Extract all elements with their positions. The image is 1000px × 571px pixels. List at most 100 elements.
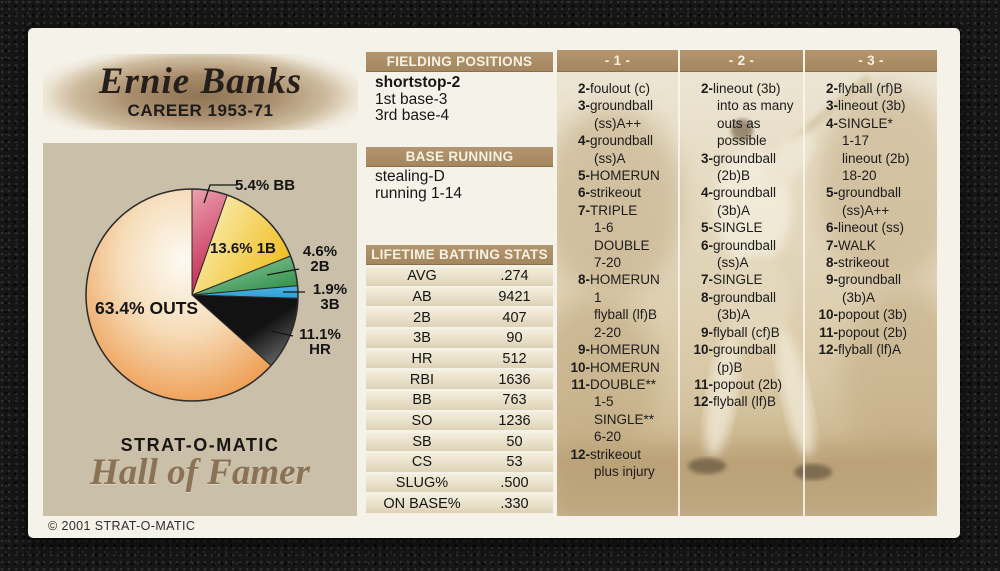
dice-result-line: 1-6	[594, 220, 614, 236]
pie-leader-line	[266, 268, 300, 276]
dice-result-line: 10- popout (3b)	[818, 307, 908, 323]
stat-row: 3B 90	[366, 329, 553, 348]
pie-label-outs: 63.4% OUTS	[95, 298, 199, 318]
dice-result-line: 12- strikeout	[570, 446, 642, 462]
pie-label-3b: 1.9% 3B	[312, 281, 348, 313]
dice-result-line: 3- groundball	[700, 150, 777, 166]
copyright-line: © 2001 STRAT-O-MATIC	[48, 519, 196, 533]
dice-result-line: 1-5	[594, 394, 614, 410]
dice-result-line: flyball (lf)B	[594, 307, 658, 323]
dice-result-line: (ss)A++	[842, 202, 890, 218]
batting-stats-header: LIFETIME BATTING STATS	[366, 245, 553, 265]
player-name: Ernie Banks	[98, 60, 303, 102]
dice-result-line: 11- popout (2b)	[694, 376, 783, 392]
dice-result-line: 3- groundball	[577, 98, 654, 114]
dice-result-line: 4- groundball	[577, 133, 654, 149]
dice-column-2-header: - 2 -	[680, 50, 803, 72]
dice-result-line: 10- groundball	[693, 342, 777, 358]
list-row: stealing-D	[375, 168, 445, 185]
stat-row: CS 53	[366, 453, 553, 472]
stat-row: SB 50	[366, 432, 553, 452]
stat-row: BB 763	[366, 391, 553, 410]
fielding-positions-list: shortstop-2 1st base-3 3rd base-4	[375, 74, 461, 125]
brand-name: STRAT-O-MATIC	[120, 435, 280, 455]
dice-result-line: 11- popout (2b)	[819, 324, 908, 340]
dice-result-line: 5- HOMERUN	[577, 168, 660, 184]
pie-leader-line	[203, 184, 237, 204]
dice-result-line: 2- foulout (c)	[577, 81, 651, 96]
dice-result-line: (3b)A	[717, 307, 751, 323]
dice-result-line: 8- HOMERUN	[577, 272, 660, 288]
dice-column-2-body: 2- lineout (3b) into as many outs as possibl…	[684, 80, 803, 411]
dice-result-line: 2-20	[594, 324, 622, 340]
stat-row: RBI 1636	[366, 370, 553, 390]
dice-result-line: 6-20	[594, 429, 622, 445]
dice-result-line: 4- SINGLE*	[825, 115, 893, 131]
dice-column-3: - 3 - 2- flyball (rf)B 3- lineout (3b) 4- SIN…	[805, 50, 937, 516]
dice-result-line: 6- lineout (ss)	[825, 220, 905, 236]
strat-o-matic-player-card: Ernie Banks CAREER 1953-71 5.4% BB 13.6%…	[28, 28, 960, 538]
base-running-header: BASE RUNNING	[366, 147, 553, 167]
hall-of-famer-script: Hall of Famer	[90, 452, 310, 493]
stat-row: ON BASE% .330	[366, 494, 553, 514]
dice-result-line: 18-20	[842, 168, 877, 184]
fielding-positions-header: FIELDING POSITIONS	[366, 52, 553, 72]
dice-result-line: outs as	[717, 115, 761, 131]
dice-column-3-body: 2- flyball (rf)B 3- lineout (3b) 4- SINGLE* 1-…	[809, 80, 937, 359]
pie-label-1b: 13.6% 1B	[210, 240, 276, 257]
outcome-pie-chart	[85, 184, 305, 402]
dice-result-line: 3- lineout (3b)	[825, 98, 906, 114]
stat-row: AB 9421	[366, 287, 553, 307]
dice-result-line: (p)B	[717, 359, 743, 375]
dice-result-line: 1	[594, 289, 602, 305]
dice-result-line: 11- DOUBLE**	[571, 376, 657, 392]
dice-result-line: 6- strikeout	[577, 185, 642, 201]
dice-column-1-header: - 1 -	[557, 50, 678, 72]
title-panel: Ernie Banks CAREER 1953-71	[43, 54, 358, 130]
dice-result-line: 4- groundball	[700, 185, 777, 201]
pie-leader-line	[270, 330, 294, 337]
dice-result-line: (ss)A	[594, 150, 626, 166]
dice-result-line: 6- groundball	[700, 237, 777, 253]
dice-result-line: 5- SINGLE	[700, 220, 763, 236]
stat-row: SLUG% .500	[366, 473, 553, 493]
stat-row: HR 512	[366, 349, 553, 369]
player-ghost-image	[557, 74, 937, 516]
dice-result-line: SINGLE**	[594, 411, 655, 427]
dice-result-line: 5- groundball	[825, 185, 902, 201]
dice-result-line: 9- HOMERUN	[577, 342, 660, 358]
pie-label-2b: 4.6% 2B	[302, 243, 338, 275]
dice-result-line: 10- HOMERUN	[570, 359, 660, 375]
column-divider	[803, 50, 805, 516]
dice-result-line: (ss)A	[717, 255, 749, 271]
stat-row: SO 1236	[366, 411, 553, 431]
dice-column-1: - 1 - 2- foulout (c) 3- groundball (ss)A++ 4-…	[557, 50, 678, 516]
dice-result-line: 7- WALK	[825, 237, 876, 253]
dice-result-line: 7- TRIPLE	[577, 202, 638, 218]
dice-result-line: 2- lineout (3b)	[700, 81, 781, 96]
stat-row: AVG .274	[366, 267, 553, 286]
dice-column-3-header: - 3 -	[805, 50, 937, 72]
dice-result-line: 7-20	[594, 255, 622, 271]
dice-result-line: 2- flyball (rf)B	[825, 81, 903, 96]
dice-column-2: - 2 - 2- lineout (3b) into as many outs as p…	[680, 50, 803, 516]
dice-results-section: - 1 - 2- foulout (c) 3- groundball (ss)A++ 4-…	[557, 50, 937, 516]
pie-panel: 5.4% BB 13.6% 1B 4.6% 2B 1.9% 3B 11.1% HR 6…	[43, 143, 357, 516]
dice-column-1-body: 2- foulout (c) 3- groundball (ss)A++ 4- ground…	[561, 80, 678, 480]
career-years: CAREER 1953-71	[127, 100, 274, 120]
list-row: 1st base-3	[375, 90, 448, 108]
base-running-list: stealing-D running 1-14	[375, 168, 462, 202]
stat-row: 2B 407	[366, 308, 553, 327]
batting-stats-table: AVG .274 AB 9421 2B 407 3B 90 HR 512 RBI 1636 BB 763 S…	[366, 267, 553, 515]
dice-result-line: (ss)A++	[594, 115, 642, 131]
list-row: 3rd base-4	[375, 107, 450, 125]
dice-result-line: DOUBLE	[594, 237, 650, 253]
pie-label-bb: 5.4% BB	[235, 177, 296, 194]
dice-result-line: 1-17	[842, 133, 870, 149]
dice-result-line: 7- SINGLE	[700, 272, 763, 288]
dice-result-line: 8- strikeout	[825, 255, 890, 271]
dice-result-line: 12- flyball (lf)A	[818, 342, 902, 358]
dice-result-line: (3b)A	[842, 289, 876, 305]
dice-result-line: (2b)B	[717, 168, 751, 184]
list-row: shortstop-2	[375, 74, 461, 91]
